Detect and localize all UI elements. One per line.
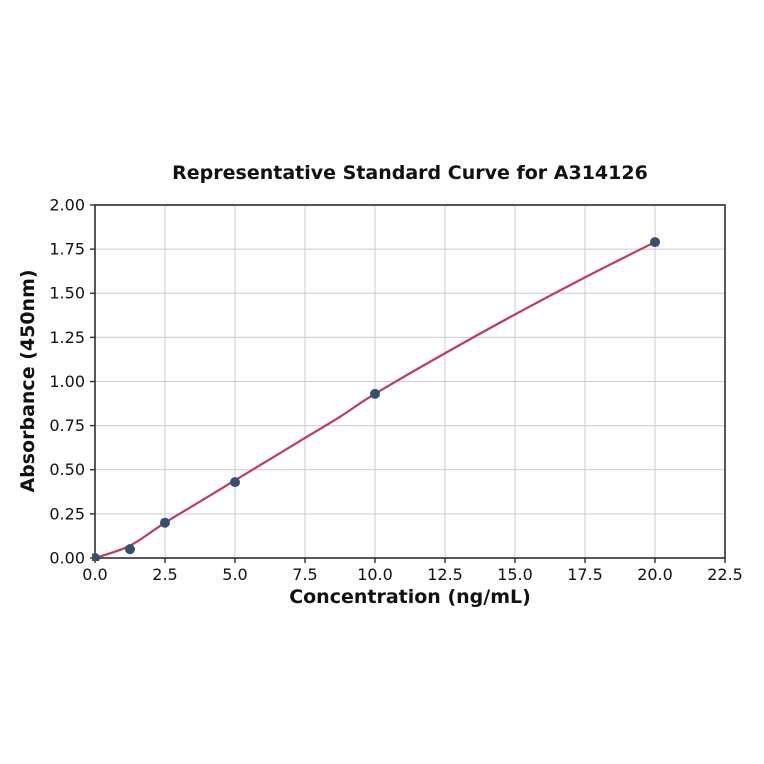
y-tick-label: 0.50 (49, 460, 85, 479)
data-point-marker (125, 544, 135, 555)
y-tick-label: 0.00 (49, 548, 85, 567)
chart-title: Representative Standard Curve for A31412… (172, 162, 648, 184)
y-tick-label: 2.00 (49, 195, 85, 214)
x-tick-label: 7.5 (292, 565, 317, 584)
x-tick-label: 0.0 (82, 565, 107, 584)
y-tick-label: 1.50 (49, 284, 85, 303)
x-tick-label: 22.5 (707, 565, 743, 584)
y-tick-label: 1.25 (49, 328, 85, 347)
x-tick-label: 20.0 (637, 565, 673, 584)
data-point-marker (650, 237, 660, 248)
y-tick-label: 0.25 (49, 504, 85, 523)
y-tick-label: 1.75 (49, 240, 85, 259)
x-tick-label: 12.5 (427, 565, 463, 584)
data-point-marker (230, 477, 240, 488)
x-tick-label: 15.0 (497, 565, 533, 584)
x-tick-label: 10.0 (357, 565, 393, 584)
data-point-marker (92, 553, 100, 561)
y-tick-label: 0.75 (49, 416, 85, 435)
x-tick-label: 17.5 (567, 565, 603, 584)
x-tick-label: 2.5 (152, 565, 177, 584)
y-tick-label: 1.00 (49, 372, 85, 391)
x-tick-label: 5.0 (222, 565, 247, 584)
data-point-marker (160, 517, 170, 528)
x-axis-label: Concentration (ng/mL) (289, 586, 531, 608)
data-point-marker (370, 388, 380, 399)
